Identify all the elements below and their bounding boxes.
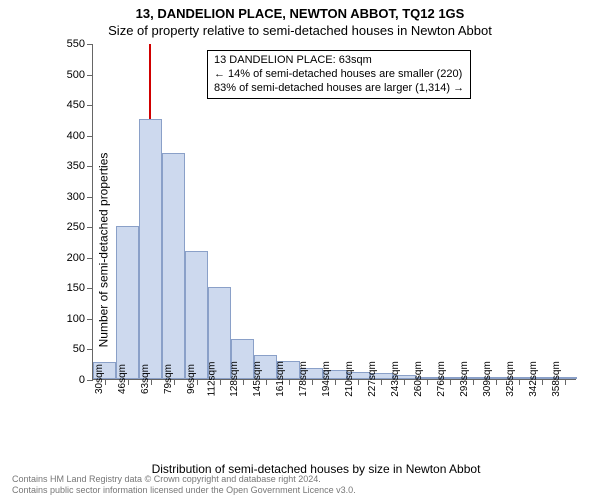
x-tick-label: 79sqm <box>155 364 174 394</box>
y-tick-label: 300 <box>67 191 93 203</box>
x-tick-label: 96sqm <box>178 364 197 394</box>
histogram-bar <box>139 119 162 379</box>
x-tick-label: 243sqm <box>382 361 401 397</box>
footer-line1: Contains HM Land Registry data © Crown c… <box>12 474 356 485</box>
x-tick-label: 112sqm <box>198 362 217 397</box>
x-tick-label: 227sqm <box>359 361 378 397</box>
y-tick-label: 150 <box>67 282 93 294</box>
histogram-bar <box>185 251 208 379</box>
y-tick-label: 550 <box>67 38 93 50</box>
annotation-box: 13 DANDELION PLACE: 63sqm ← 14% of semi-… <box>207 50 471 99</box>
x-tick-label: 46sqm <box>109 364 128 394</box>
x-tick-label: 325sqm <box>498 361 517 397</box>
y-tick-label: 350 <box>67 160 93 172</box>
x-tick-label: 30sqm <box>86 364 105 394</box>
x-tick-label: 194sqm <box>313 361 332 397</box>
chart-title-main: 13, DANDELION PLACE, NEWTON ABBOT, TQ12 … <box>0 0 600 21</box>
x-tick-label: 358sqm <box>544 361 563 397</box>
x-tick-label: 260sqm <box>405 361 424 397</box>
footer-line2: Contains public sector information licen… <box>12 485 356 496</box>
y-tick-label: 250 <box>67 221 93 233</box>
x-tick-label: 276sqm <box>428 361 447 397</box>
x-tick <box>565 379 566 385</box>
x-tick-label: 210sqm <box>336 361 355 397</box>
annotation-line3: 83% of semi-detached houses are larger (… <box>214 82 464 96</box>
chart-container: 13 DANDELION PLACE: 63sqm ← 14% of semi-… <box>56 44 576 424</box>
y-tick-label: 50 <box>73 343 93 355</box>
histogram-bar <box>116 226 139 379</box>
y-tick-label: 500 <box>67 69 93 81</box>
y-tick-label: 400 <box>67 130 93 142</box>
x-tick-label: 293sqm <box>451 361 470 397</box>
histogram-bar <box>162 153 185 379</box>
y-tick-label: 200 <box>67 252 93 264</box>
x-tick-label: 309sqm <box>475 361 494 397</box>
x-tick-label: 128sqm <box>221 361 240 397</box>
x-tick-label: 161sqm <box>267 361 286 397</box>
x-tick-label: 63sqm <box>132 364 151 394</box>
x-tick-label: 145sqm <box>244 361 263 397</box>
plot-area: 13 DANDELION PLACE: 63sqm ← 14% of semi-… <box>92 44 576 380</box>
x-tick-label: 342sqm <box>521 361 540 397</box>
y-tick-label: 450 <box>67 99 93 111</box>
annotation-line1: 13 DANDELION PLACE: 63sqm <box>214 54 464 68</box>
chart-title-sub: Size of property relative to semi-detach… <box>0 21 600 38</box>
footer-attribution: Contains HM Land Registry data © Crown c… <box>12 474 356 496</box>
annotation-line2: ← 14% of semi-detached houses are smalle… <box>214 68 464 82</box>
y-tick-label: 100 <box>67 313 93 325</box>
x-tick-label: 178sqm <box>290 361 309 397</box>
